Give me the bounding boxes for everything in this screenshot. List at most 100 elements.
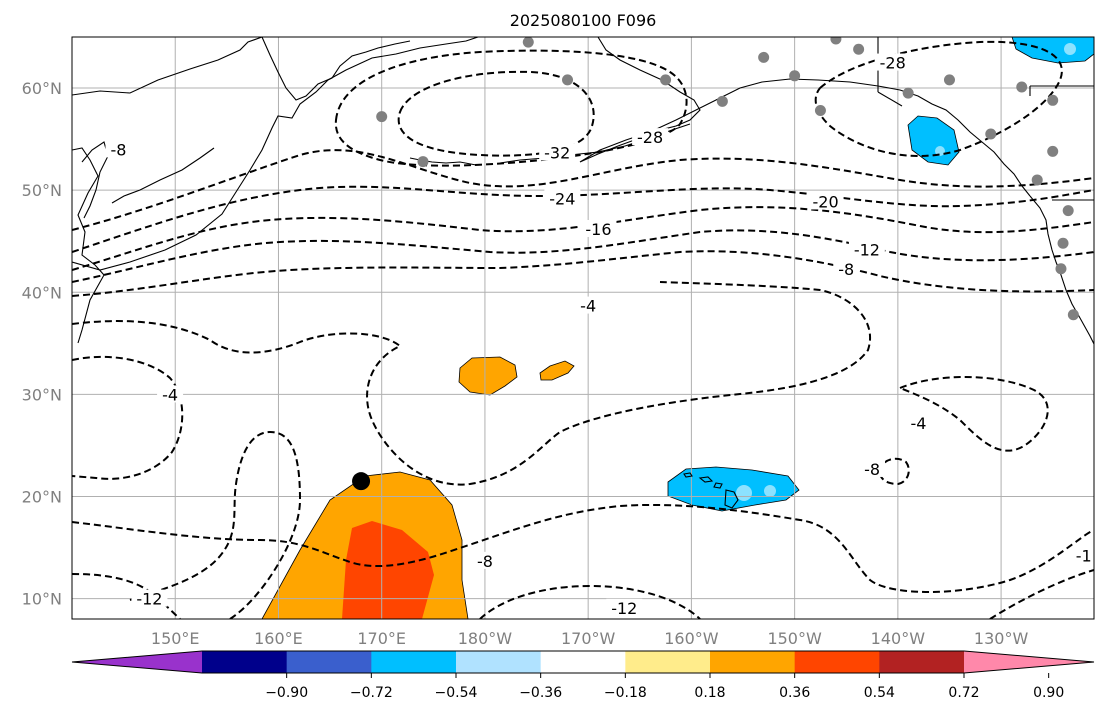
colorbar-swatch: [540, 651, 626, 673]
colorbar-tick-label: 0.54: [864, 685, 895, 701]
contour-minus-20: [72, 185, 1094, 253]
colorbar-swatch: [879, 651, 965, 673]
station-dot: [1016, 81, 1028, 93]
contour-label: -28: [637, 128, 663, 147]
lon-tick-label: 150°E: [151, 629, 200, 648]
lat-tick-label: 20°N: [22, 487, 62, 506]
lon-tick-label: 160°W: [664, 629, 719, 648]
station-dot: [853, 43, 865, 55]
colorbar-tick-label: 0.90: [1033, 685, 1064, 701]
colorbar-tick-label: 0.72: [948, 685, 979, 701]
contour-label: -32: [544, 143, 570, 162]
contour-minus-24: [72, 149, 1094, 231]
colorbar-swatch: [625, 651, 711, 673]
contour-label-bg: [606, 598, 643, 616]
lon-tick-label: 150°W: [767, 629, 822, 648]
contour-minus-12: [72, 229, 1094, 283]
contour-lines: [72, 40, 1094, 619]
contour-label-bg: [1070, 546, 1094, 564]
station-dot: [789, 70, 801, 82]
contour-label: -8: [864, 460, 880, 479]
contour-minus-8-lobe: [129, 430, 302, 619]
shaded-region-south-core: [342, 521, 434, 619]
contour-label-bg: [539, 143, 576, 161]
lon-tick-label: 180°W: [458, 629, 513, 648]
shaded-region-central-positive-small: [539, 360, 575, 381]
latitude-axis: 10°N 20°N 30°N 40°N 50°N 60°N: [22, 79, 62, 609]
colorbar-tick-label: −0.18: [604, 685, 647, 701]
colorbar-tick-label: −0.54: [435, 685, 478, 701]
lon-tick-label: 130°W: [974, 629, 1029, 648]
contour-label: -28: [880, 54, 906, 73]
contour-labels: -32-28-28-24 -20-16-12-8-4-4-4-8-8-8-12 -1…: [105, 53, 1094, 618]
map-layer: -32-28-28-24 -20-16-12-8-4-4-4-8-8-8-12 -1…: [72, 37, 1094, 619]
contour-label: -4: [162, 385, 178, 404]
contour-label: -8: [477, 552, 493, 571]
colorbar-swatch: [794, 651, 880, 673]
colorbar-tick-label: 0.18: [694, 685, 725, 701]
map-frame: [71, 36, 1095, 620]
lon-tick-label: 170°E: [357, 629, 406, 648]
colorbar: [71, 650, 1095, 674]
station-markers: [376, 37, 1079, 321]
contour-minus-16: [72, 206, 1094, 271]
contour-label: -12: [611, 599, 637, 618]
contour-label: -4: [911, 414, 927, 433]
coastline-japan-kuril: [81, 141, 215, 219]
lon-tick-label: 170°W: [561, 629, 616, 648]
station-dot: [1047, 145, 1059, 157]
contour-label-bg: [632, 128, 669, 146]
station-dot: [902, 87, 914, 99]
contour-label-bg: [131, 589, 168, 607]
contour-label-bg: [859, 459, 886, 477]
station-dot: [758, 51, 770, 63]
contour-minus-4-north: [72, 281, 871, 486]
colorbar-extend-high: [964, 651, 1094, 673]
contour-minus-8: [72, 250, 1094, 297]
lon-tick-label: 160°E: [254, 629, 303, 648]
contour-label-bg: [544, 189, 581, 207]
colorbar-tick-label: −0.36: [519, 685, 562, 701]
contour-label-bg: [580, 220, 617, 237]
contour-minus-28-east: [814, 40, 1063, 157]
station-dot: [985, 128, 997, 140]
colorbar-tick-label: 0.36: [779, 685, 810, 701]
station-dot: [660, 74, 672, 86]
station-dot: [814, 105, 826, 117]
colorbar-extend-low: [72, 651, 202, 673]
contour-label-bg: [807, 192, 844, 210]
station-dot: [1062, 205, 1074, 217]
colorbar-tick-label: −0.90: [265, 685, 308, 701]
station-dot: [1055, 263, 1067, 275]
station-dot: [943, 74, 955, 86]
contour-label: -16: [585, 220, 611, 239]
coastline-hawaii: [683, 472, 739, 509]
contour-label: -4: [580, 297, 596, 316]
contour-minus-32: [397, 70, 595, 157]
shaded-region-central-positive-large: [458, 356, 518, 396]
lat-tick-label: 60°N: [22, 79, 62, 98]
contour-label: -8: [838, 260, 854, 279]
lon-tick-label: 140°W: [871, 629, 926, 648]
contour-label-bg: [471, 551, 498, 569]
contour-label-bg: [833, 259, 860, 277]
station-dot: [376, 111, 388, 123]
contour-label-bg: [848, 240, 885, 258]
station-dot: [562, 74, 574, 86]
colorbar-swatch: [456, 651, 542, 673]
coastline-alaska: [579, 37, 1031, 197]
lat-tick-label: 40°N: [22, 283, 62, 302]
station-dot: [417, 156, 429, 168]
station-dot: [716, 95, 728, 107]
lat-tick-label: 10°N: [22, 590, 62, 609]
colorbar-swatch: [286, 651, 372, 673]
station-dot: [522, 37, 534, 48]
colorbar-swatch: [202, 651, 288, 673]
contour-label: -20: [813, 192, 839, 211]
contour-label-bg: [575, 296, 602, 314]
colorbar-swatch: [371, 651, 457, 673]
station-dot: [830, 37, 842, 45]
contour-label: -24: [549, 189, 575, 208]
station-dot: [1067, 309, 1079, 321]
